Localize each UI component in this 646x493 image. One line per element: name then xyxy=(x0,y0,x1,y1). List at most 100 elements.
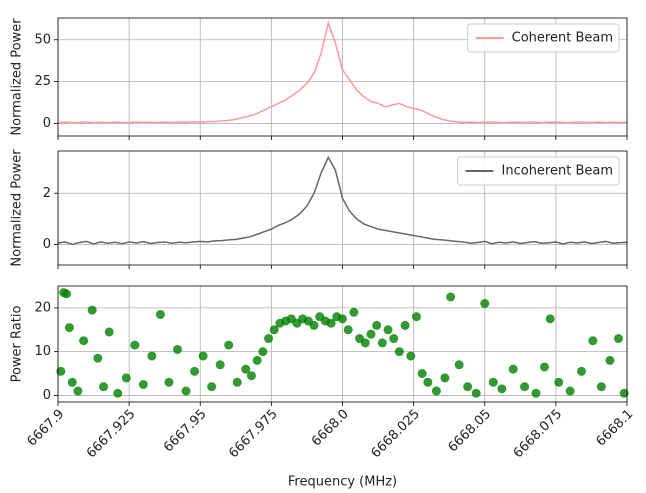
point xyxy=(411,312,421,322)
point xyxy=(531,388,541,398)
legend: Incoherent Beam xyxy=(457,156,620,186)
y-tick-label: 0 xyxy=(43,237,51,252)
point xyxy=(596,382,606,392)
point xyxy=(520,382,530,392)
point xyxy=(372,320,382,330)
point xyxy=(349,307,359,317)
point xyxy=(87,305,97,315)
point xyxy=(62,289,72,299)
point xyxy=(207,382,217,392)
point xyxy=(446,292,456,302)
x-axis-label: Frequency (MHz) xyxy=(288,475,397,490)
y-tick-label: 20 xyxy=(34,300,51,315)
point xyxy=(224,340,234,350)
point xyxy=(406,351,416,361)
point xyxy=(99,382,109,392)
point xyxy=(539,362,549,372)
x-tick-label: 6668.1 xyxy=(594,407,637,450)
point xyxy=(613,334,623,344)
x-tick-label: 6668.05 xyxy=(445,407,494,456)
point xyxy=(431,386,441,396)
axes-frame xyxy=(57,17,628,137)
point xyxy=(172,344,182,354)
y-axis-label: Normalized Power xyxy=(10,149,25,267)
x-tick-label: 6668.075 xyxy=(511,407,565,461)
point xyxy=(463,382,473,392)
x-tick-label: 6667.95 xyxy=(161,407,210,456)
x-tick-label: 6667.975 xyxy=(226,407,280,461)
point xyxy=(190,366,200,376)
line xyxy=(57,155,628,246)
point xyxy=(488,377,498,387)
point xyxy=(338,314,347,324)
y-axis-label: Normalized Power xyxy=(10,18,25,136)
legend-box xyxy=(457,156,620,186)
legend-label: Coherent Beam xyxy=(512,31,613,46)
point xyxy=(619,388,629,398)
legend-box xyxy=(467,23,620,53)
x-tick-label: 6668.025 xyxy=(368,407,422,461)
x-tick-label: 6667.9 xyxy=(25,407,68,450)
y-tick-label: 0 xyxy=(43,116,51,131)
point xyxy=(377,338,387,348)
x-tick-label: 6667.925 xyxy=(84,407,138,461)
point xyxy=(565,386,575,396)
axes-frame xyxy=(57,150,628,266)
point xyxy=(554,377,564,387)
point xyxy=(360,338,370,348)
point xyxy=(258,347,268,357)
point xyxy=(246,371,256,381)
y-tick-label: 0 xyxy=(43,388,51,403)
point xyxy=(605,355,615,365)
point xyxy=(423,377,433,387)
point xyxy=(309,320,319,330)
point xyxy=(576,366,586,376)
point xyxy=(198,351,208,361)
point xyxy=(56,366,66,376)
point xyxy=(343,325,353,335)
y-tick-label: 50 xyxy=(34,32,51,47)
point xyxy=(67,377,77,387)
point xyxy=(79,336,89,346)
point xyxy=(497,384,507,394)
legend-label: Incoherent Beam xyxy=(502,164,613,179)
line xyxy=(57,20,628,124)
point xyxy=(400,320,410,330)
point xyxy=(383,325,393,335)
point xyxy=(454,360,464,370)
point xyxy=(241,364,251,374)
y-tick-label: 25 xyxy=(34,74,51,89)
point xyxy=(181,386,191,396)
point xyxy=(104,327,114,337)
point xyxy=(366,329,376,339)
point xyxy=(389,334,399,344)
x-tick-label: 6668.0 xyxy=(309,407,352,450)
point xyxy=(588,336,598,346)
axes-frame xyxy=(57,285,628,403)
point xyxy=(252,355,262,365)
point xyxy=(264,334,274,344)
point xyxy=(269,325,279,335)
point xyxy=(64,323,74,333)
point xyxy=(394,347,404,357)
point xyxy=(471,388,481,398)
point xyxy=(232,377,242,387)
point xyxy=(417,369,427,379)
point xyxy=(164,377,174,387)
point xyxy=(326,318,336,328)
point xyxy=(147,351,157,361)
point xyxy=(545,314,555,324)
point xyxy=(113,388,123,398)
point xyxy=(121,373,131,383)
point xyxy=(480,299,490,309)
point xyxy=(215,360,225,370)
y-tick-label: 2 xyxy=(43,186,51,201)
legend: Coherent Beam xyxy=(467,23,620,53)
point xyxy=(93,353,103,363)
point xyxy=(138,379,148,389)
point xyxy=(440,373,450,383)
y-tick-label: 10 xyxy=(34,344,51,359)
point xyxy=(130,340,140,350)
